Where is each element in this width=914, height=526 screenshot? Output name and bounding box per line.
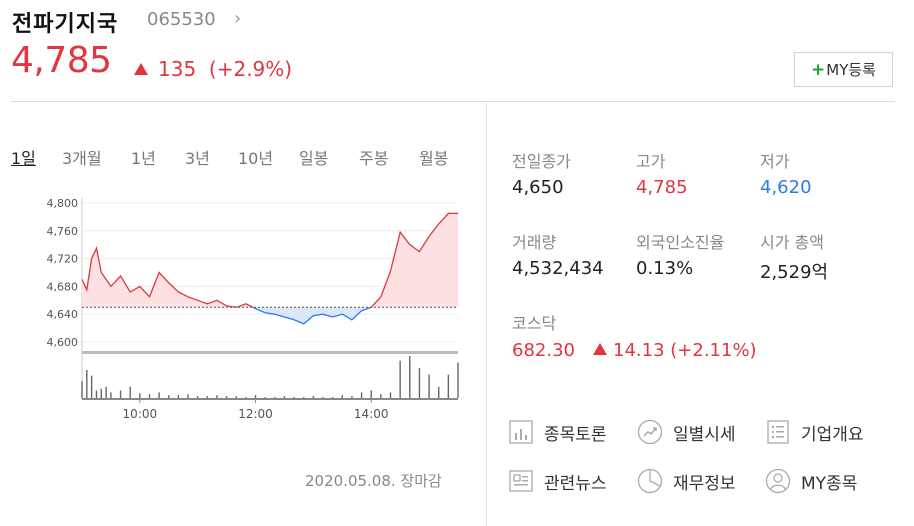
tab-1y[interactable]: 1년 [131,149,156,168]
pie-chart-icon [637,468,663,494]
y-tick-label: 4,600 [47,336,79,349]
link-label: 관련뉴스 [544,473,607,494]
link-my-stocks[interactable]: MY종목 [765,468,857,494]
tab-1d[interactable]: 1일 [11,149,36,168]
x-axis [82,398,458,400]
y-tick-label: 4,720 [47,253,79,266]
tab-3m[interactable]: 3개월 [62,149,102,168]
y-tick-label: 4,640 [47,308,79,321]
intraday-chart[interactable]: 4,800 4,760 4,720 4,680 4,640 4,600 10:00 12:00… [40,190,465,430]
up-triangle-icon [593,343,607,355]
change-percent: (+2.9%) [208,57,293,81]
chart-separator [82,351,458,354]
market-close-date: 2020.05.08. 장마감 [305,472,442,490]
tab-10y[interactable]: 10년 [238,149,274,168]
link-label: MY종목 [801,473,858,494]
up-triangle-icon [134,63,148,75]
stat-value-low: 4,620 [760,177,812,198]
list-icon [765,419,791,445]
stat-label-low: 저가 [760,152,790,171]
index-change-percent: (+2.11%) [670,340,757,361]
header-divider [11,101,895,102]
current-price: 4,785 [11,40,112,81]
chevron-right-icon[interactable]: › [234,8,242,29]
stat-label-market-cap: 시가 총액 [760,233,824,252]
y-tick-label: 4,680 [47,280,79,293]
stat-label-foreign-ratio: 외국인소진율 [636,233,725,252]
price-line-down [231,307,373,325]
link-related-news[interactable]: 관련뉴스 [508,468,607,494]
price-line-up [81,212,458,308]
tab-daily[interactable]: 일봉 [299,149,329,168]
stat-value-high: 4,785 [636,177,688,198]
x-tick-label: 14:00 [354,407,389,421]
change-amount: 135 [158,57,197,81]
link-label: 종목토론 [544,424,607,445]
link-label: 일별시세 [673,424,736,445]
user-icon [765,468,791,494]
trend-up-icon [637,419,663,445]
stat-value-foreign-ratio: 0.13% [636,258,694,279]
x-tick-label: 12:00 [238,407,273,421]
index-change-amount: 14.13 [613,340,665,361]
link-daily-quotes[interactable]: 일별시세 [637,419,736,445]
link-label: 재무정보 [673,473,736,494]
x-tick-label: 10:00 [123,407,158,421]
stock-name[interactable]: 전파기지국 [12,12,119,37]
stock-code[interactable]: 065530 [147,9,216,30]
link-discussion[interactable]: 종목토론 [508,419,607,445]
stat-value-market-cap: 2,529억 [760,262,829,283]
price-change: 135 (+2.9%) [134,57,292,81]
tab-monthly[interactable]: 월봉 [419,149,449,168]
my-register-label: MY등록 [826,61,876,79]
index-change: 14.13 (+2.11%) [593,340,757,361]
tab-3y[interactable]: 3년 [185,149,210,168]
tab-weekly[interactable]: 주봉 [359,149,389,168]
index-label: 코스닥 [512,314,557,333]
link-label: 기업개요 [801,424,864,445]
index-value: 682.30 [512,340,575,361]
stat-label-prev-close: 전일종가 [512,152,571,171]
y-tick-label: 4,760 [47,225,79,238]
stat-label-volume: 거래량 [512,233,557,252]
price-area-up [82,213,458,308]
column-divider [486,103,487,526]
stat-value-prev-close: 4,650 [512,177,564,198]
link-financials[interactable]: 재무정보 [637,468,736,494]
price-area-down [82,307,458,324]
stat-label-high: 고가 [636,152,666,171]
stat-value-volume: 4,532,434 [512,258,604,279]
my-register-button[interactable]: + MY등록 [794,52,893,87]
link-company-overview[interactable]: 기업개요 [765,419,864,445]
news-icon [508,468,534,494]
bar-chart-icon [508,419,534,445]
plus-icon: + [811,59,826,80]
y-tick-label: 4,800 [47,197,79,210]
